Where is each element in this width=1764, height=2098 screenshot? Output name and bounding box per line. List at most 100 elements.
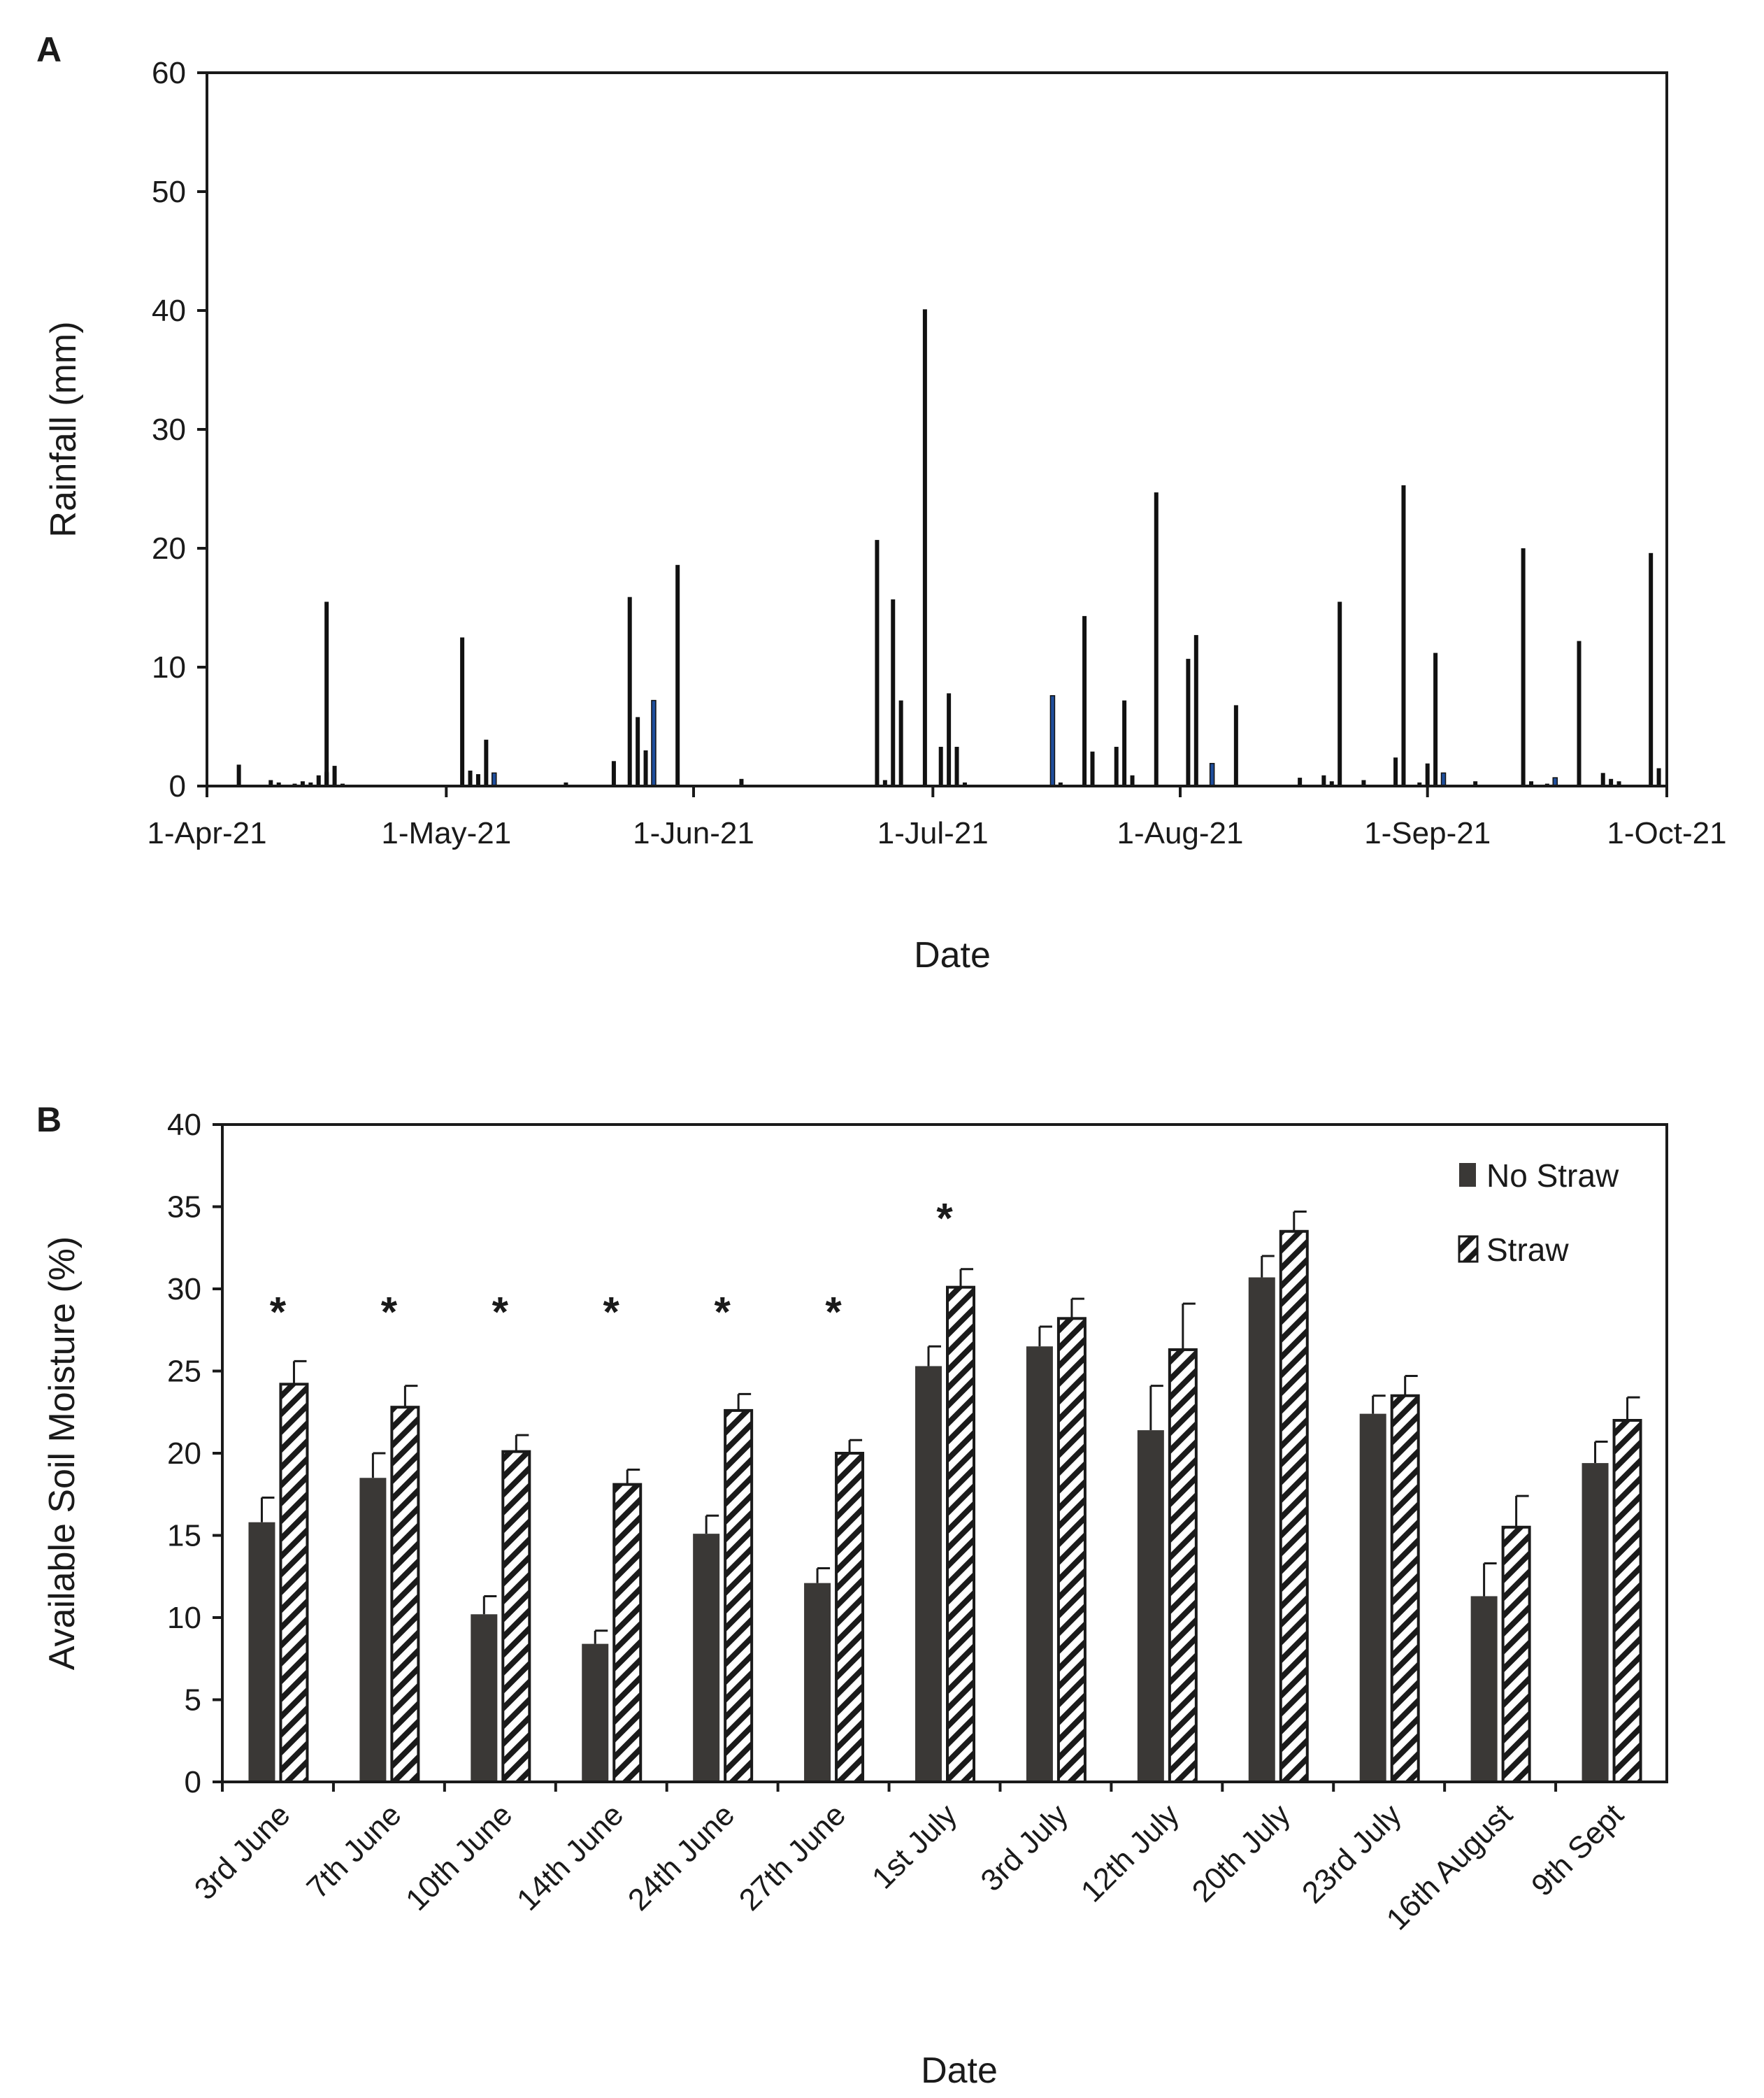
x-axis-a: 1-Apr-21 1-May-21 1-Jun-21 1-Jul-21 1-Aug-21… xyxy=(147,786,1727,850)
y-axis-b: 0 5 10 15 20 25 30 35 40 xyxy=(167,1108,222,1799)
x-tick-label-a: 1-May-21 xyxy=(381,816,511,850)
bar-straw xyxy=(946,1285,975,1783)
rainfall-bar xyxy=(875,540,880,786)
significance-star: * xyxy=(270,1289,287,1336)
x-tick-label-a: 1-Apr-21 xyxy=(147,816,266,850)
rainfall-bars xyxy=(236,309,1661,787)
bar-no-straw xyxy=(804,1583,831,1782)
y-tick-label-b: 35 xyxy=(167,1190,201,1225)
x-tick-label-b: 3rd June xyxy=(188,1797,297,1906)
bar-no-straw xyxy=(248,1522,275,1782)
rainfall-bar xyxy=(1049,695,1056,787)
rainfall-bar xyxy=(308,782,313,786)
x-tick-label-a: 1-Oct-21 xyxy=(1607,816,1726,850)
y-tick-label-b: 20 xyxy=(167,1436,201,1471)
rainfall-bar xyxy=(1600,773,1605,786)
bar-no-straw xyxy=(1470,1596,1498,1782)
significance-star: * xyxy=(825,1289,842,1336)
bar-no-straw xyxy=(359,1478,387,1782)
y-axis-a: 0 10 20 30 40 50 60 xyxy=(152,56,207,804)
x-tick-label-b: 1st July xyxy=(866,1797,963,1895)
legend-swatch-no-straw xyxy=(1459,1163,1476,1187)
rainfall-bar xyxy=(1321,775,1326,786)
rainfall-bar xyxy=(739,778,744,786)
bar-straw xyxy=(1390,1394,1420,1783)
rainfall-bar xyxy=(898,700,903,786)
x-tick-label-b: 27th June xyxy=(733,1797,852,1917)
bar-no-straw xyxy=(1359,1413,1386,1782)
y-tick-label-b: 15 xyxy=(167,1519,201,1553)
y-tick-label-b: 0 xyxy=(185,1765,201,1799)
rainfall-bar xyxy=(891,599,896,786)
legend-label-straw: Straw xyxy=(1486,1232,1569,1268)
bar-no-straw xyxy=(915,1366,942,1782)
rainfall-bar xyxy=(1186,659,1191,786)
significance-star: * xyxy=(936,1195,953,1242)
rainfall-bar xyxy=(1082,615,1087,786)
y-tick-label-a: 60 xyxy=(152,56,186,90)
rainfall-bar xyxy=(1401,485,1406,786)
rainfall-bar xyxy=(1440,772,1447,787)
rainfall-bar xyxy=(1329,781,1334,786)
bar-straw xyxy=(1056,1317,1087,1784)
rainfall-bar xyxy=(1393,757,1398,786)
rainfall-bar xyxy=(643,750,648,786)
rainfall-bar xyxy=(324,601,329,786)
bar-straw xyxy=(1168,1348,1198,1783)
rainfall-bar xyxy=(1529,781,1534,786)
x-tick-label-b: 14th June xyxy=(510,1797,630,1917)
rainfall-bar xyxy=(468,770,473,786)
rainfall-bar xyxy=(276,782,281,786)
significance-star: * xyxy=(381,1289,398,1336)
y-tick-label-a: 30 xyxy=(152,413,186,447)
rainfall-bar xyxy=(492,772,497,787)
x-tick-label-b: 24th June xyxy=(622,1797,741,1917)
rainfall-bar xyxy=(564,782,568,786)
rainfall-bar xyxy=(675,564,680,786)
moisture-bars xyxy=(248,1211,1642,1784)
bar-straw xyxy=(279,1383,309,1784)
y-tick-label-b: 10 xyxy=(167,1601,201,1635)
panel-a-letter: A xyxy=(36,30,62,69)
rainfall-bar xyxy=(1233,705,1238,786)
bar-straw xyxy=(1501,1525,1531,1783)
bar-straw xyxy=(1279,1229,1309,1783)
x-tick-label-a: 1-Sep-21 xyxy=(1364,816,1491,850)
rainfall-bar xyxy=(1417,782,1422,786)
legend: No Straw Straw xyxy=(1458,1157,1619,1268)
bar-no-straw xyxy=(693,1534,720,1782)
bar-straw xyxy=(835,1452,865,1783)
rainfall-bar xyxy=(1433,652,1438,786)
rainfall-bar xyxy=(1361,780,1366,786)
plot-frame-a xyxy=(206,71,1668,787)
rainfall-bar xyxy=(460,637,465,786)
legend-label-no-straw: No Straw xyxy=(1486,1157,1619,1194)
significance-star: * xyxy=(603,1289,620,1336)
rainfall-bar xyxy=(1298,778,1303,786)
y-tick-label-a: 10 xyxy=(152,650,186,685)
bar-straw xyxy=(501,1450,531,1783)
x-tick-label-b: 20th July xyxy=(1186,1797,1297,1908)
x-tick-label-b: 9th Sept xyxy=(1525,1797,1630,1903)
rainfall-bar xyxy=(938,746,943,786)
significance-star: * xyxy=(492,1289,509,1336)
y-tick-label-b: 5 xyxy=(185,1683,201,1718)
rainfall-bar xyxy=(475,774,480,786)
rainfall-bar xyxy=(1122,700,1127,786)
bar-straw xyxy=(724,1408,754,1783)
rainfall-bar xyxy=(1577,641,1582,786)
bar-straw xyxy=(1612,1419,1642,1783)
y-axis-title-b: Available Soil Moisture (%) xyxy=(42,1236,83,1670)
rainfall-bar xyxy=(947,693,952,786)
rainfall-bar xyxy=(1521,548,1526,786)
significance-star: * xyxy=(714,1289,731,1336)
rainfall-bar xyxy=(922,309,927,786)
rainfall-bar xyxy=(1649,552,1654,786)
rainfall-bar xyxy=(954,746,959,786)
rainfall-bar xyxy=(332,766,337,786)
x-tick-label-a: 1-Jul-21 xyxy=(877,816,989,850)
y-tick-label-a: 20 xyxy=(152,531,186,566)
y-tick-label-b: 30 xyxy=(167,1272,201,1306)
y-tick-label-a: 0 xyxy=(169,769,186,804)
